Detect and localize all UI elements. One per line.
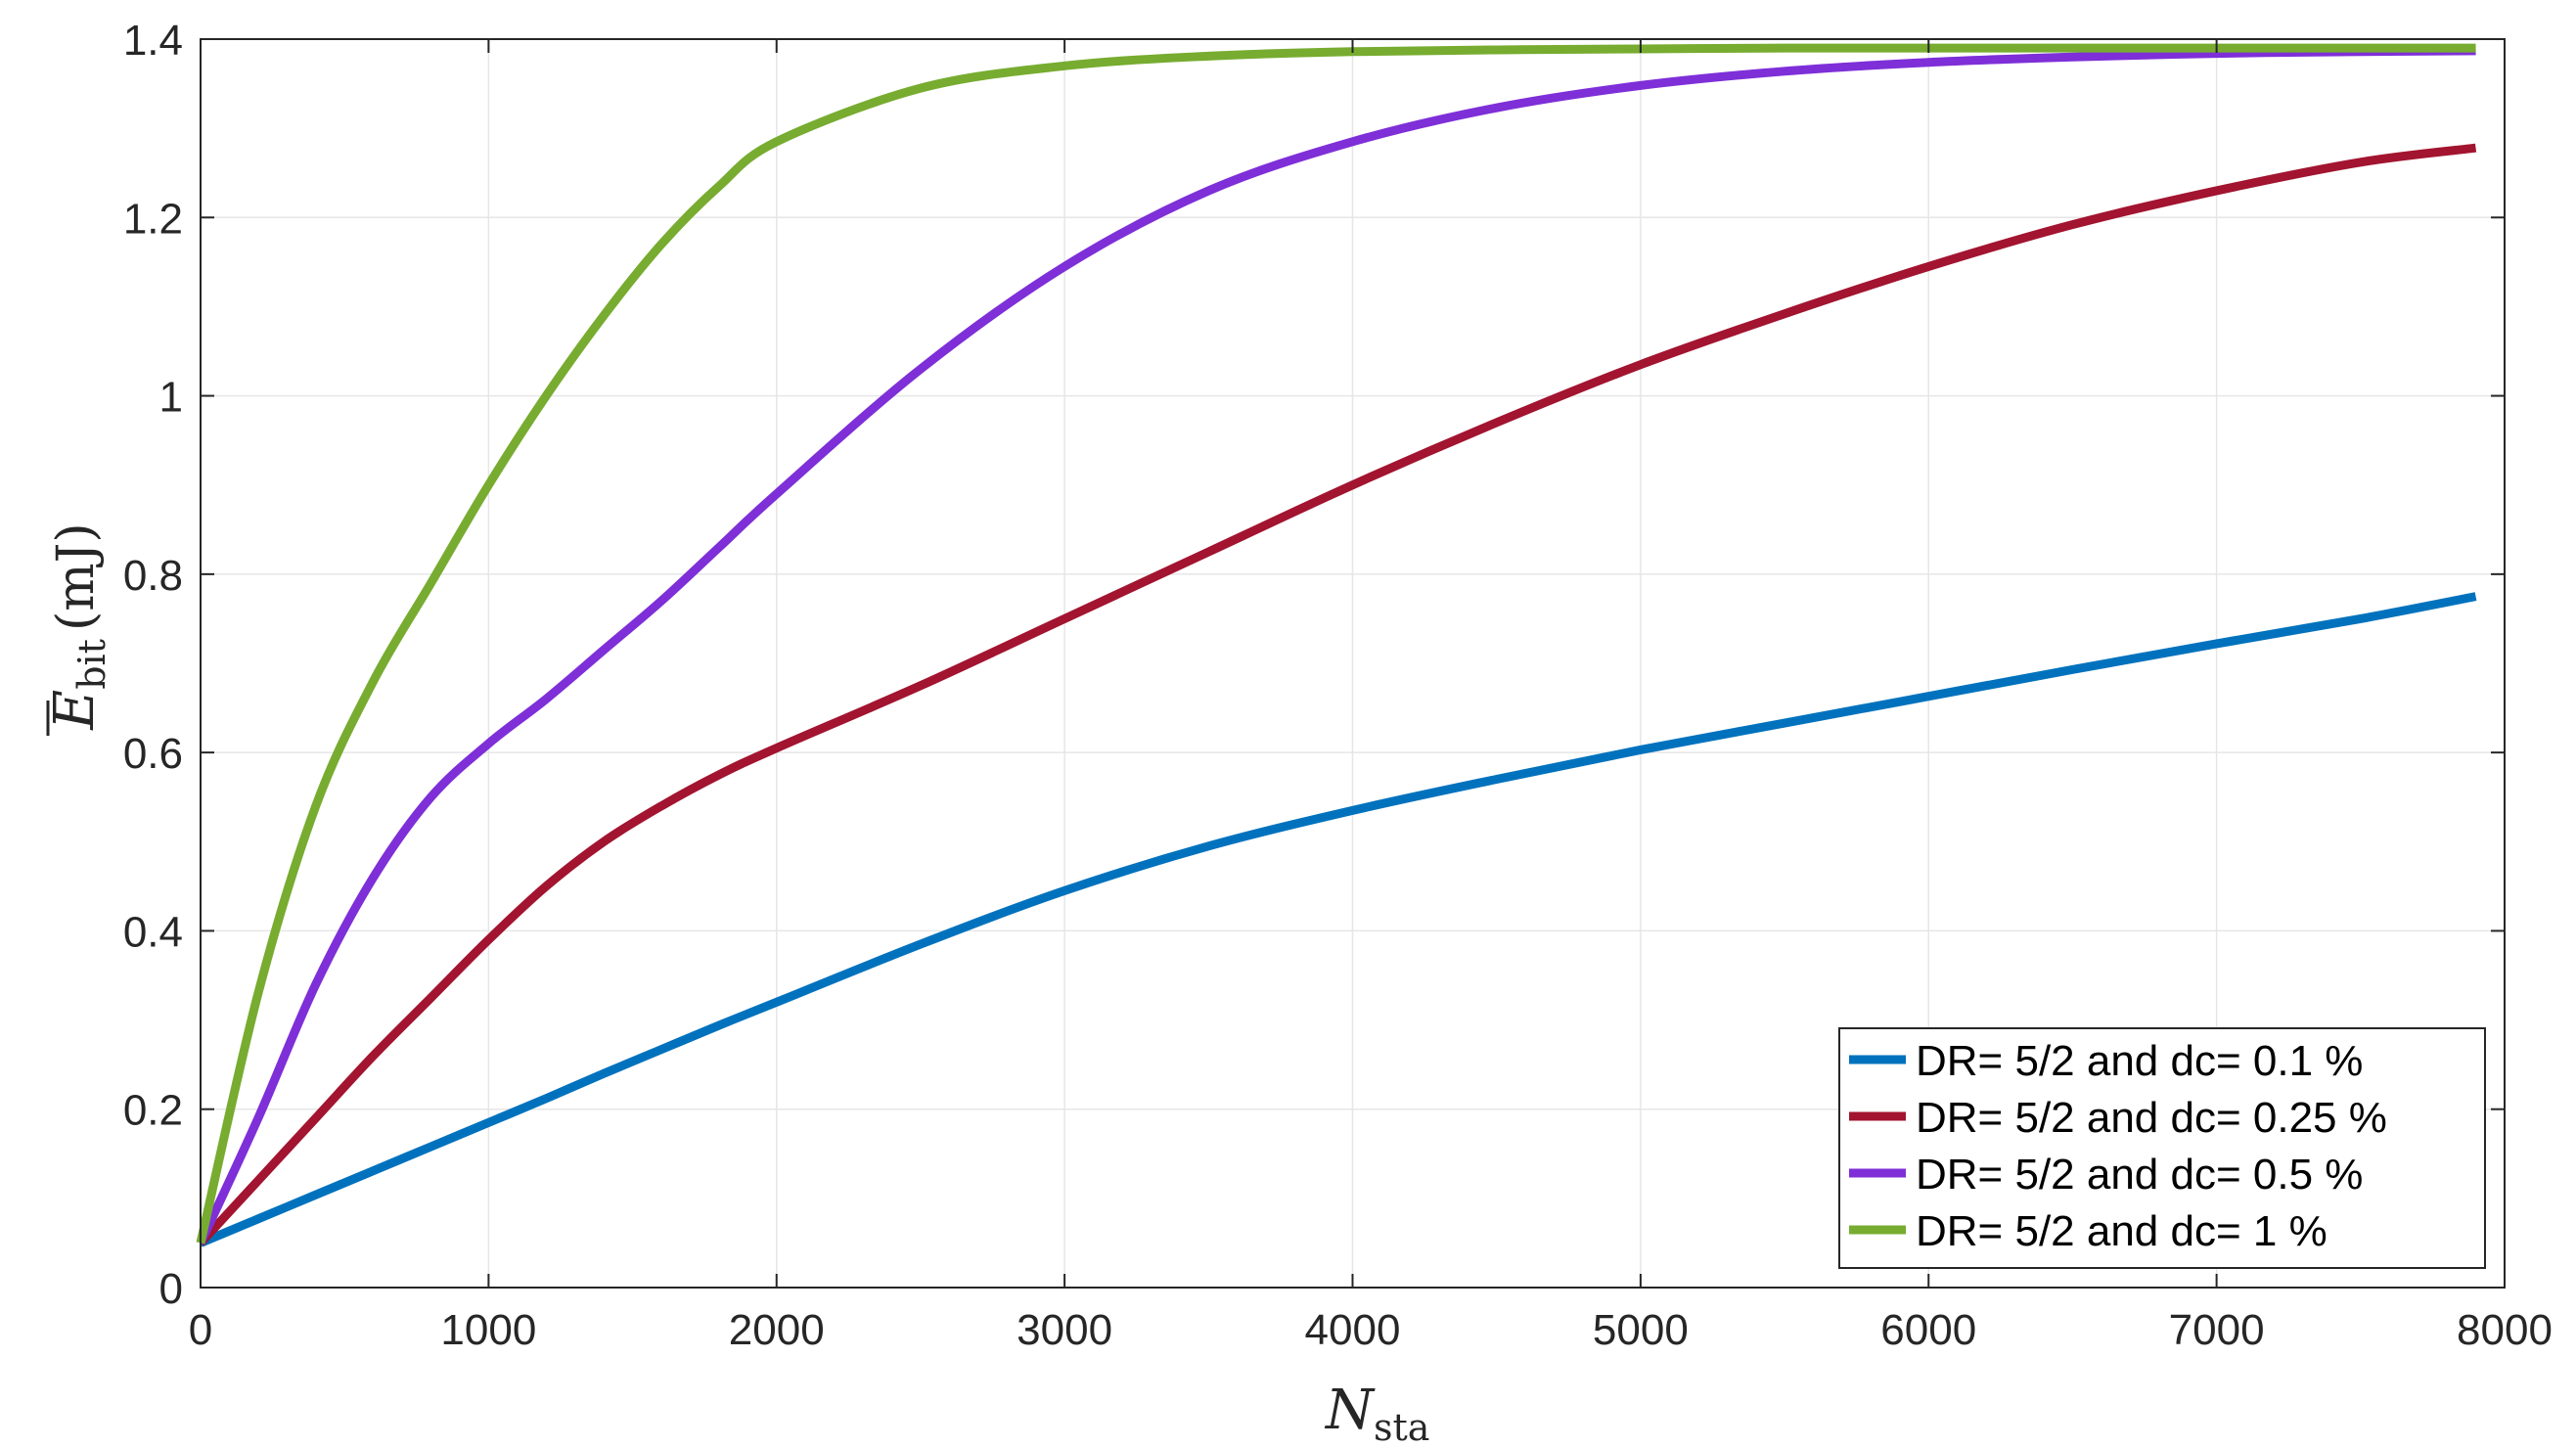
legend-entry-label: DR= 5/2 and dc= 0.5 % — [1916, 1151, 2363, 1199]
legend-box — [1838, 1027, 2486, 1269]
y-tick-label: 1.4 — [123, 17, 183, 65]
legend-entry-label: DR= 5/2 and dc= 1 % — [1916, 1207, 2327, 1255]
x-tick-label: 4000 — [1305, 1306, 1401, 1354]
y-tick-label: 0.4 — [123, 908, 183, 956]
x-tick-label: 1000 — [440, 1306, 536, 1354]
y-axis-title: Ebit (mJ) — [43, 522, 113, 736]
x-tick-label: 5000 — [1593, 1306, 1689, 1354]
series-line-3 — [196, 46, 2476, 1245]
x-axis-title: Nsta — [1324, 1379, 1429, 1448]
series-line-1 — [199, 592, 2477, 1247]
y-tick-label: 1.2 — [123, 195, 183, 243]
svg-text:Nsta: Nsta — [1324, 1379, 1429, 1448]
axis-ticks: 0 1000 2000 3000 4000 5000 6000 7000 8000 0 0.2 0.4… — [123, 17, 2553, 1354]
x-tick-label: 7000 — [2169, 1306, 2265, 1354]
y-tick-label: 1 — [159, 374, 183, 422]
x-axis-label-subscript: sta — [1374, 1406, 1429, 1448]
series-lines — [196, 43, 2477, 1247]
x-axis-label-base: N — [1324, 1379, 1376, 1442]
y-axis-label-unit: (mJ) — [47, 522, 106, 631]
x-tick-label: 6000 — [1880, 1306, 1976, 1354]
x-tick-label: 3000 — [1017, 1306, 1112, 1354]
svg-text:Ebit(mJ): Ebit (mJ) — [43, 522, 113, 730]
legend-entry-label: DR= 5/2 and dc= 0.25 % — [1916, 1094, 2387, 1142]
x-tick-label: 8000 — [2457, 1306, 2553, 1354]
y-tick-label: 0.8 — [123, 552, 183, 600]
series-line-4 — [196, 43, 2476, 1244]
legend: DR= 5/2 and dc= 0.1 % DR= 5/2 and dc= 0.2… — [1838, 1027, 2486, 1269]
x-tick-label: 0 — [189, 1306, 212, 1354]
x-tick-label: 2000 — [729, 1306, 825, 1354]
y-axis-label-subscript: bit — [70, 639, 113, 690]
series-line-2 — [197, 143, 2477, 1246]
y-tick-label: 0 — [159, 1265, 183, 1313]
y-axis-label-base: E — [43, 690, 107, 731]
y-tick-label: 0.2 — [123, 1087, 183, 1135]
legend-entry-label: DR= 5/2 and dc= 0.1 % — [1916, 1037, 2363, 1085]
y-tick-label: 0.6 — [123, 730, 183, 778]
